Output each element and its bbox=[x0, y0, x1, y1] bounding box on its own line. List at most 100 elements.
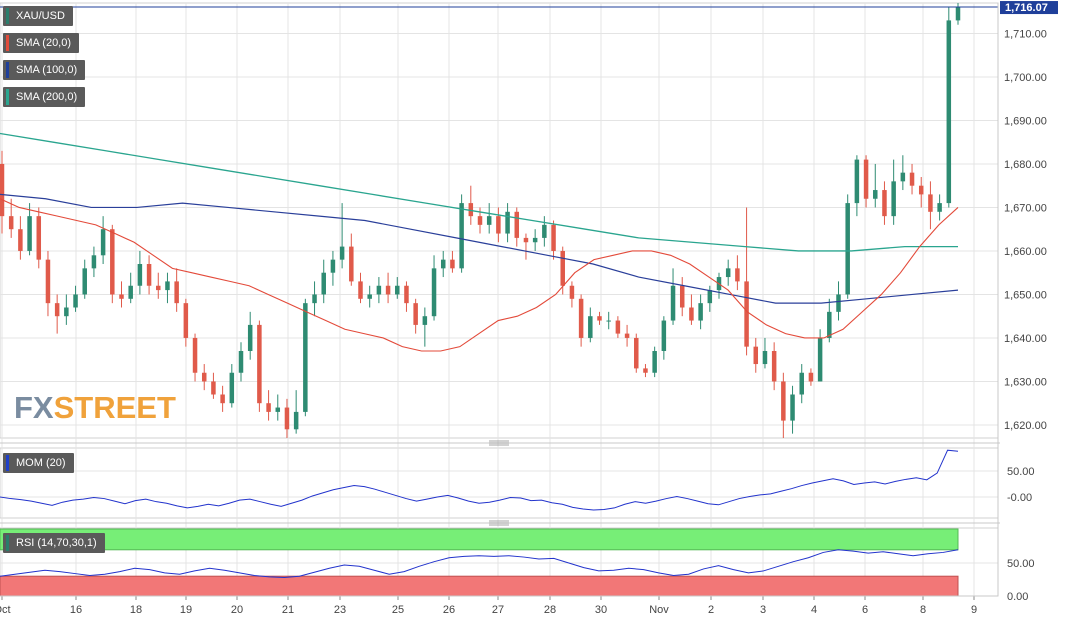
candle-body bbox=[45, 259, 51, 304]
x-tick-label: 3 bbox=[760, 604, 766, 616]
legend-rsi[interactable]: RSI (14,70,30,1) bbox=[3, 533, 105, 553]
rsi-overbought-band bbox=[0, 528, 959, 551]
legend-sma100[interactable]: SMA (100,0) bbox=[3, 60, 86, 80]
legend-swatch bbox=[6, 89, 9, 105]
x-tick-label: 4 bbox=[811, 604, 817, 616]
y-tick-label: 1,650.00 bbox=[1004, 289, 1047, 301]
candle-body bbox=[330, 259, 336, 273]
x-tick-label: 25 bbox=[392, 604, 404, 616]
candle-body bbox=[137, 264, 143, 286]
legend-sma20[interactable]: SMA (20,0) bbox=[3, 33, 80, 53]
legend-swatch bbox=[6, 455, 9, 471]
candle-body bbox=[303, 303, 308, 412]
y-tick-label: 1,680.00 bbox=[1004, 159, 1047, 171]
candle-body bbox=[909, 172, 915, 186]
candle-body bbox=[523, 237, 529, 243]
legend-swatch bbox=[6, 62, 9, 78]
x-tick-label: 6 bbox=[862, 604, 868, 616]
legend-label: MOM (20) bbox=[16, 457, 66, 469]
candle-body bbox=[349, 246, 354, 282]
candle-body bbox=[624, 333, 630, 338]
candle-body bbox=[799, 372, 804, 395]
y-tick-label: 1,640.00 bbox=[1004, 333, 1047, 345]
candle-body bbox=[643, 368, 648, 373]
candle-body bbox=[440, 259, 446, 269]
candle-body bbox=[486, 216, 492, 225]
sma100-line bbox=[0, 193, 959, 304]
y-tick-label: 1,660.00 bbox=[1004, 246, 1047, 258]
candle-body bbox=[863, 159, 869, 199]
x-tick-label: 28 bbox=[544, 604, 556, 616]
candle-body bbox=[560, 250, 565, 286]
candle-body bbox=[900, 172, 906, 182]
x-tick-label: 9 bbox=[971, 604, 977, 616]
legend-sma200[interactable]: SMA (200,0) bbox=[3, 87, 86, 107]
candle-body bbox=[64, 307, 69, 317]
sma200-line bbox=[0, 132, 958, 252]
candle-body bbox=[385, 285, 391, 295]
rsi-tick-label: 0.00 bbox=[1007, 591, 1028, 603]
candle-body bbox=[257, 324, 262, 404]
mom-line bbox=[0, 449, 959, 511]
candle-body bbox=[817, 337, 823, 382]
candle-body bbox=[955, 7, 961, 21]
x-tick-label: Oct bbox=[0, 604, 11, 616]
current-price-badge bbox=[1000, 1, 1058, 15]
candle-body bbox=[781, 381, 786, 421]
candle-body bbox=[652, 351, 657, 373]
candle-body bbox=[744, 281, 749, 347]
candle-body bbox=[468, 203, 474, 217]
legend-label: SMA (100,0) bbox=[16, 64, 78, 76]
candle-body bbox=[431, 268, 437, 317]
candle-body bbox=[18, 229, 23, 251]
y-tick-label: 1,690.00 bbox=[1004, 115, 1047, 127]
y-tick-label: 1,700.00 bbox=[1004, 72, 1047, 84]
candle-body bbox=[937, 203, 942, 212]
panel-frame bbox=[0, 447, 999, 519]
candle-body bbox=[946, 20, 952, 204]
candle-body bbox=[266, 403, 271, 412]
candle-body bbox=[808, 372, 814, 382]
x-tick-label: 19 bbox=[180, 604, 192, 616]
candle-body bbox=[110, 229, 115, 295]
candle-body bbox=[496, 216, 501, 234]
candle-body bbox=[146, 264, 152, 286]
candle-body bbox=[827, 311, 832, 338]
grid bbox=[0, 2, 999, 597]
rsi-oversold-band bbox=[0, 575, 959, 597]
candle-body bbox=[551, 224, 556, 251]
mom-tick-label: -0.00 bbox=[1007, 492, 1032, 504]
candle-body bbox=[73, 294, 78, 308]
candle-body bbox=[156, 285, 161, 291]
candle-body bbox=[321, 272, 326, 295]
candle-body bbox=[679, 285, 685, 308]
x-tick-label: 30 bbox=[595, 604, 607, 616]
candle-body bbox=[578, 298, 584, 338]
axes: 1,620.00 1,630.00 1,640.00 1,650.00 1,660.00… bbox=[0, 1, 1058, 616]
candle-body bbox=[128, 285, 133, 299]
candle-body bbox=[514, 211, 520, 238]
candle-body bbox=[661, 320, 667, 351]
candle-body bbox=[588, 316, 593, 338]
x-tick-label: 2 bbox=[708, 604, 714, 616]
x-tick-label: 23 bbox=[334, 604, 346, 616]
x-tick-label: 8 bbox=[920, 604, 926, 616]
legend-instrument[interactable]: XAU/USD bbox=[3, 6, 73, 26]
candle-body bbox=[54, 303, 60, 317]
legend-label: SMA (200,0) bbox=[16, 91, 78, 103]
candle-body bbox=[229, 372, 235, 404]
candle-body bbox=[918, 185, 924, 195]
candle-body bbox=[0, 163, 5, 217]
legend-label: SMA (20,0) bbox=[16, 37, 72, 49]
candle-body bbox=[91, 255, 97, 269]
candle-body bbox=[891, 181, 896, 217]
candle-body bbox=[505, 211, 510, 234]
price-layer bbox=[0, 3, 998, 438]
candle-body bbox=[404, 285, 409, 304]
candle-body bbox=[422, 316, 428, 325]
legend-mom[interactable]: MOM (20) bbox=[3, 453, 74, 473]
candle-body bbox=[615, 320, 621, 334]
x-tick-label: 20 bbox=[231, 604, 243, 616]
y-tick-label: 1,670.00 bbox=[1004, 202, 1047, 214]
